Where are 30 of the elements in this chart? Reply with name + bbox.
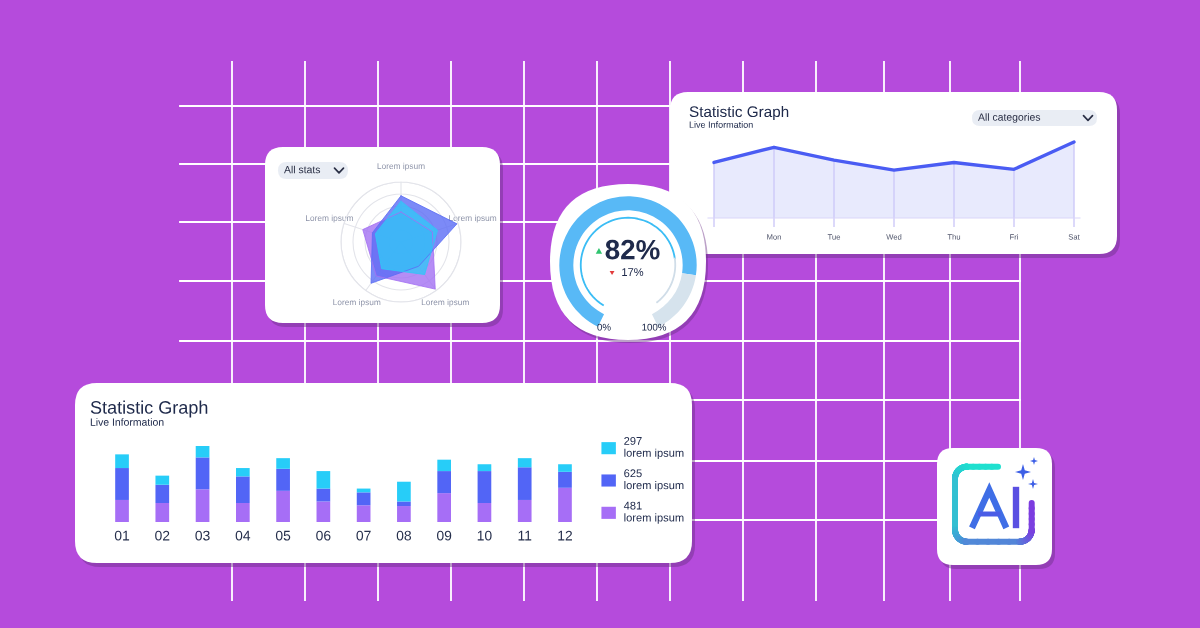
text: 100% xyxy=(642,323,667,331)
x-tick-label: 02 xyxy=(155,530,170,541)
x-tick-label: 07 xyxy=(356,530,371,541)
spoke-label: Lorem ipsum xyxy=(377,162,425,171)
x-tick-label: 09 xyxy=(436,530,452,541)
text: 0% xyxy=(597,323,611,331)
text: All stats xyxy=(284,165,321,174)
spoke-label: Lorem ipsum xyxy=(449,214,497,223)
x-tick-label: 12 xyxy=(558,530,572,541)
chart-title: Statistic Graph xyxy=(689,105,789,121)
spoke-label: Lorem ipsum xyxy=(306,214,353,223)
x-tick-label: 06 xyxy=(316,530,331,541)
spoke-label: Lorem ipsum xyxy=(333,299,381,307)
x-tick-label: 04 xyxy=(235,530,251,541)
legend-label: 297 lorem ipsum xyxy=(624,437,684,460)
chart-subtitle: Live Information xyxy=(90,418,164,426)
text: All categories xyxy=(978,113,1041,123)
x-tick-label: 01 xyxy=(114,530,130,541)
x-tick-label: 05 xyxy=(275,530,291,541)
text: 17% xyxy=(622,268,644,276)
spoke-label: Lorem ipsum xyxy=(421,299,469,307)
legend-label: 625 lorem ipsum xyxy=(624,469,684,492)
x-tick-label: 03 xyxy=(195,530,210,541)
chart-title: Statistic Graph xyxy=(90,400,208,418)
x-tick-label: 10 xyxy=(477,530,492,541)
x-tick-label: 08 xyxy=(396,530,412,541)
text: 82% xyxy=(605,239,660,260)
x-tick-label: 11 xyxy=(518,530,532,541)
legend-label: 481 lorem ipsum xyxy=(623,501,684,524)
chart-subtitle: Live Information xyxy=(689,121,753,128)
